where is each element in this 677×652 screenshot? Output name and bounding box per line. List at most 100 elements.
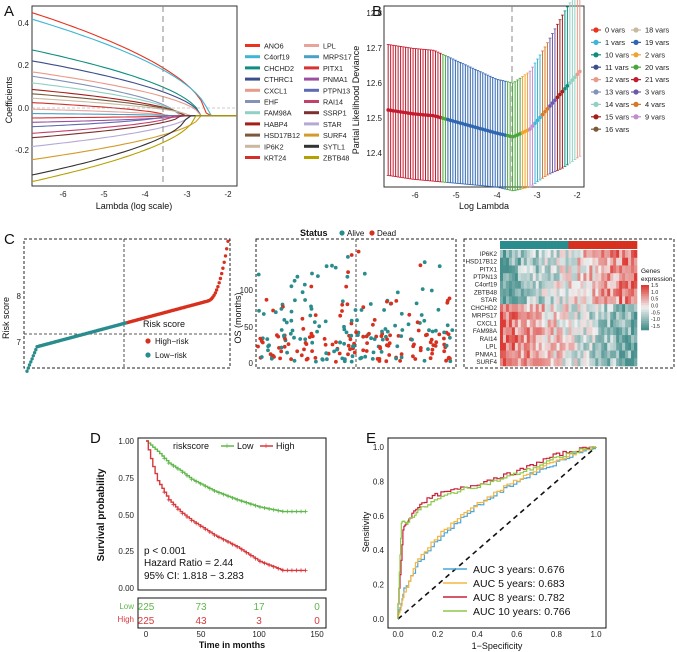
panel-c-status-point [385, 337, 389, 342]
panel-c-heatmap-cell [574, 350, 578, 359]
panel-c-status-point [352, 350, 357, 355]
panel-c-heatmap-cell [559, 327, 563, 336]
panel-c-status-point [289, 309, 294, 314]
panel-c-heatmap-cell [622, 280, 626, 289]
panel-c-heatmap-cell [508, 319, 513, 328]
panel-c-status-point [384, 359, 389, 364]
panel-b-legend-label: 18 vars [645, 26, 670, 35]
panel-c-heatmap-cell [505, 342, 510, 351]
panel-c-status-point [346, 352, 350, 357]
panel-c-heatmap-cell [583, 335, 587, 344]
panel-c-heatmap-cell [508, 288, 513, 297]
panel-c-heatmap-cell [535, 296, 540, 305]
panel-c-heatmap-cell [550, 327, 554, 336]
panel-c-heatmap-cell [598, 319, 602, 328]
panel-c-heatmap-cell [505, 250, 510, 259]
panel-c-heatmap-cell [595, 273, 599, 282]
panel-c-heatmap-annotation [535, 241, 540, 249]
panel-c-heatmap-annotation [586, 241, 590, 249]
panel-c-risk-point [216, 285, 220, 289]
panel-c-heatmap-annotation [550, 241, 554, 249]
panel-c-heatmap-cell [619, 273, 623, 282]
panel-d-yticks: 1.00 0.75 0.50 0.25 0.00 [118, 437, 134, 593]
panel-c-heatmap-cell [631, 280, 635, 289]
panel-c-heatmap-cell [604, 296, 608, 305]
panel-c-heatmap-cell [595, 288, 599, 297]
panel-c-heatmap-cell [613, 319, 617, 328]
panel-c-heatmap-cell [541, 280, 545, 289]
panel-c-heatmap-cell [598, 265, 602, 274]
panel-c-status-point [427, 328, 431, 333]
panel-b-frame [383, 5, 585, 188]
panel-c-heatmap-annotation [562, 241, 566, 249]
panel-c-heatmap-cell [541, 311, 545, 320]
panel-c-heatmap-cell [589, 250, 593, 259]
panel-d-xticks: 0 50 100 150 [144, 630, 324, 639]
panel-c-heatmap-cell [574, 265, 578, 274]
panel-c-heatmap-cell [556, 304, 560, 313]
panel-c-heatmap-cell [508, 265, 513, 274]
panel-c-status-point [344, 284, 349, 289]
panel-c-status-point [437, 332, 442, 337]
panel-c-heatmap-cell [616, 358, 620, 367]
panel-c-heatmap-cell [565, 265, 569, 274]
panel-c-status-point [422, 260, 427, 265]
panel-d-risk-low-count: 225 [138, 602, 155, 613]
panel-c-status-point [433, 344, 438, 348]
panel-b-legend-dot [593, 77, 599, 83]
panel-c-heatmap-cell [628, 257, 632, 266]
panel-c-heatmap-cell [613, 304, 617, 313]
panel-c-heatmap-cell [610, 296, 614, 305]
panel-c-heatmap-cell [589, 288, 593, 297]
panel-c-heatmap-cell [532, 296, 537, 305]
panel-c-heatmap-cell [514, 327, 519, 336]
panel-c-heatmap-cell [568, 250, 572, 259]
panel-c-heatmap-cell [583, 304, 587, 313]
panel-c-heatmap-cell [505, 327, 510, 336]
panel-c-heatmap-cell [559, 311, 563, 320]
panel-c-heatmap-cell [625, 319, 629, 328]
panel-b-legend-dot [593, 64, 599, 70]
panel-c-heatmap-cell [580, 358, 584, 367]
panel-c-heatmap-cell [532, 265, 537, 274]
panel-c-status-point [413, 357, 418, 361]
panel-c-heatmap-cell [592, 273, 596, 282]
panel-c-status-point [300, 290, 305, 295]
panel-c-heatmap-annotation [538, 241, 542, 249]
panel-c-heatmap-cell [502, 327, 507, 336]
panel-c-heatmap-cell [586, 311, 590, 320]
panel-c-heatmap-cell [613, 342, 617, 351]
panel-c-heatmap-cell [610, 342, 614, 351]
panel-c-heatmap-scale-step [641, 296, 649, 299]
panel-c-heatmap-cell [562, 327, 566, 336]
panel-c-heatmap-cell [628, 319, 632, 328]
panel-c-status-point [335, 347, 339, 352]
panel-c-heatmap-annotation [547, 241, 551, 249]
panel-c-heatmap-cell [500, 311, 504, 320]
panel-b-legend-label: 14 vars [605, 100, 630, 109]
panel-c-heatmap-cell [622, 319, 626, 328]
panel-c-heatmap-cell [505, 280, 510, 289]
panel-c-heatmap-cell [535, 342, 540, 351]
panel-c-heatmap-cell [535, 358, 540, 367]
panel-c-heatmap-cell [601, 288, 605, 297]
panel-c-status-point [349, 318, 354, 323]
panel-b-legend-dot [593, 89, 599, 95]
panel-c-risk-point [218, 276, 223, 281]
panel-c-heatmap-cell [628, 280, 632, 289]
panel-c-heatmap-cell [607, 311, 611, 320]
panel-c-heatmap-cell [541, 319, 545, 328]
panel-c-heatmap-cell [514, 335, 519, 344]
panel-c-heatmap-cell [523, 319, 528, 328]
panel-c-risk-point [213, 291, 218, 295]
panel-c-heatmap-cell [622, 296, 626, 305]
panel-c-heatmap-cell [631, 358, 635, 367]
panel-c-heatmap-cell [553, 257, 557, 266]
panel-d-legend-title: riskscore [173, 441, 209, 451]
panel-c-heatmap-cell [553, 304, 557, 313]
panel-a-legend-swatch [245, 88, 260, 92]
panel-c-heatmap-cell [607, 280, 611, 289]
panel-c-heatmap-cell [514, 296, 519, 305]
panel-b-xtick: -3 [533, 191, 541, 200]
panel-c-status-point [372, 337, 377, 341]
